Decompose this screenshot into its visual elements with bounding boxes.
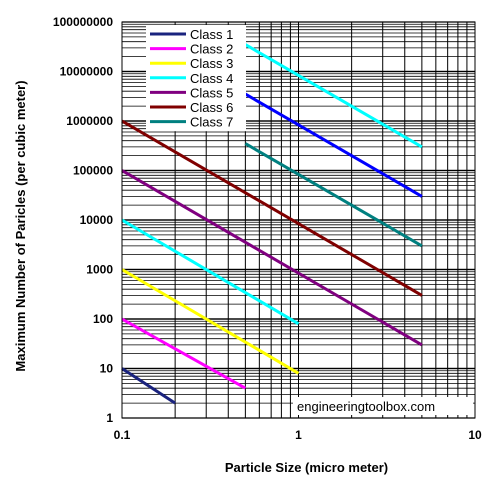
y-tick-label: 1000 (86, 263, 113, 277)
series-line (121, 317, 247, 390)
legend-label: Class 7 (190, 115, 233, 130)
series-layer (121, 43, 423, 405)
series-line (121, 268, 300, 375)
y-tick-label: 100 (93, 312, 113, 326)
watermark-text: engineeringtoolbox.com (297, 399, 435, 414)
series-line (244, 142, 423, 248)
y-tick-label: 100000000 (53, 15, 113, 29)
grid (121, 21, 476, 419)
legend-label: Class 1 (190, 27, 233, 42)
legend-label: Class 4 (190, 71, 233, 86)
y-tick-label: 100000 (73, 164, 113, 178)
series-line (244, 92, 423, 198)
legend-label: Class 3 (190, 56, 233, 71)
x-tick-label: 1 (295, 428, 302, 442)
series-line (244, 43, 423, 149)
x-axis-title: Particle Size (micro meter) (225, 460, 388, 475)
watermark-background (293, 397, 473, 415)
series-line (121, 119, 423, 297)
x-tick-label: 0.1 (114, 428, 131, 442)
plot-frame (121, 21, 476, 419)
y-tick-label: 10 (100, 362, 114, 376)
y-tick-label: 1 (106, 411, 113, 425)
y-tick-label: 10000000 (60, 65, 114, 79)
x-tick-label: 10 (468, 428, 482, 442)
legend-label: Class 6 (190, 100, 233, 115)
series-line (121, 367, 176, 405)
series-line (121, 169, 423, 347)
series-line (121, 218, 300, 326)
watermark: engineeringtoolbox.com (293, 397, 473, 415)
legend-label: Class 2 (190, 42, 233, 57)
legend-label: Class 5 (190, 85, 233, 100)
x-tick-labels: 0.1 1 10 (114, 428, 482, 442)
y-tick-label: 10000 (80, 213, 114, 227)
y-tick-label: 1000000 (66, 114, 113, 128)
y-axis-title: Maximum Number of Paricles (per cubic me… (13, 80, 28, 371)
y-tick-labels: 1 10 100 1000 10000 100000 1000000 10000000 1000… (53, 15, 113, 425)
